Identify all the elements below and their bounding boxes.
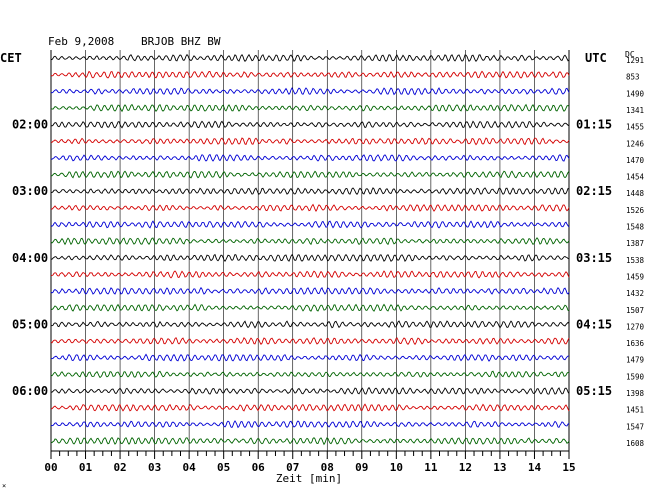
x-tick-label-12: 12: [459, 461, 472, 474]
trace-17: [50, 320, 570, 329]
trace-12: [50, 237, 570, 246]
dc-offset-value: 853: [626, 73, 640, 82]
trace-14: [50, 270, 570, 279]
dc-offset-value: 1507: [626, 306, 644, 315]
dc-offset-value: 1451: [626, 406, 644, 415]
x-tick-label-08: 08: [321, 461, 334, 474]
left-time-label: 05:00: [12, 317, 48, 331]
x-tick-label-02: 02: [113, 461, 126, 474]
dc-offset-value: 1291: [626, 56, 644, 65]
corner-mark: ×: [2, 482, 6, 490]
left-time-label: 03:00: [12, 184, 48, 198]
dc-offset-value: 1270: [626, 322, 645, 331]
x-tick-label-06: 06: [252, 461, 266, 474]
trace-2: [50, 70, 570, 79]
dc-offset-value: 1448: [626, 189, 645, 198]
time-axis: 00 01 02 03 04 05 06 07 08 09 10 11 12 13 14 15: [44, 450, 576, 474]
trace-15: [50, 286, 570, 296]
dc-offset-value: 1246: [626, 139, 645, 148]
trace-3: [50, 87, 570, 96]
trace-7: [50, 153, 570, 162]
dc-offset-value: 1455: [626, 123, 644, 132]
trace-19: [50, 353, 569, 362]
dc-offset-value: 1454: [626, 173, 645, 182]
x-tick-label-00: 00: [44, 461, 57, 474]
dc-offset-value: 1341: [626, 106, 644, 115]
left-time-label: 06:00: [12, 384, 48, 398]
x-tick-label-01: 01: [79, 461, 93, 474]
x-tick-label-07: 07: [286, 461, 299, 474]
x-tick-label-13: 13: [493, 461, 506, 474]
trace-13: [50, 253, 570, 262]
x-axis-title: Zeit [min]: [276, 472, 342, 485]
dc-offset-value: 1526: [626, 206, 645, 215]
dc-offset-value: 1590: [626, 372, 645, 381]
dc-offset-value: 1459: [626, 272, 644, 281]
trace-4: [50, 103, 570, 113]
dc-offset-value: 1432: [626, 289, 644, 298]
x-tick-label-10: 10: [390, 461, 403, 474]
trace-21: [50, 386, 570, 395]
x-tick-label-15: 15: [562, 461, 575, 474]
x-tick-label-09: 09: [355, 461, 368, 474]
trace-8: [50, 170, 570, 179]
dc-offset-value: 1398: [626, 389, 645, 398]
header-date: Feb 9,2008: [48, 35, 114, 48]
trace-10: [50, 203, 570, 212]
header-station: BRJOB BHZ BW: [141, 35, 221, 48]
dc-offset-value: 1470: [626, 156, 645, 165]
x-tick-label-05: 05: [217, 461, 230, 474]
right-time-label: 01:15: [576, 118, 612, 132]
dc-offset-value: 1608: [626, 439, 645, 448]
dc-offset-value: 1387: [626, 239, 644, 248]
trace-9: [50, 187, 570, 195]
right-time-label: 03:15: [576, 251, 612, 265]
dc-offset-value: 1538: [626, 256, 645, 265]
x-tick-label-14: 14: [528, 461, 542, 474]
left-time-label: 02:00: [12, 118, 48, 132]
trace-6: [50, 137, 570, 146]
trace-24: [50, 436, 570, 446]
trace-5: [50, 120, 570, 129]
trace-20: [50, 370, 570, 379]
seismic-traces: [50, 53, 570, 446]
trace-1: [50, 53, 570, 63]
right-timezone-label: UTC: [585, 51, 607, 65]
trace-11: [50, 220, 570, 229]
right-time-label: 04:15: [576, 317, 612, 331]
left-timezone-label: CET: [0, 51, 22, 65]
x-tick-label-04: 04: [183, 461, 197, 474]
dc-offset-value: 1479: [626, 356, 644, 365]
trace-23: [50, 420, 570, 429]
dc-offset-value: 1636: [626, 339, 645, 348]
time-gridlines: [50, 50, 570, 451]
x-tick-label-11: 11: [424, 461, 438, 474]
right-time-label: 02:15: [576, 184, 612, 198]
left-time-label: 04:00: [12, 251, 48, 265]
dc-offset-value: 1490: [626, 89, 645, 98]
trace-16: [50, 303, 570, 312]
dc-offset-value: 1548: [626, 223, 645, 232]
right-time-label: 05:15: [576, 384, 612, 398]
trace-22: [50, 403, 570, 412]
x-tick-label-03: 03: [148, 461, 161, 474]
dc-offset-value: 1547: [626, 422, 644, 431]
trace-labels: 02:00 03:00 04:00 05:00 06:00 01:15 02:15 03:15…: [12, 56, 645, 448]
trace-18: [50, 337, 570, 346]
dc-column-header: DC: [625, 50, 635, 59]
